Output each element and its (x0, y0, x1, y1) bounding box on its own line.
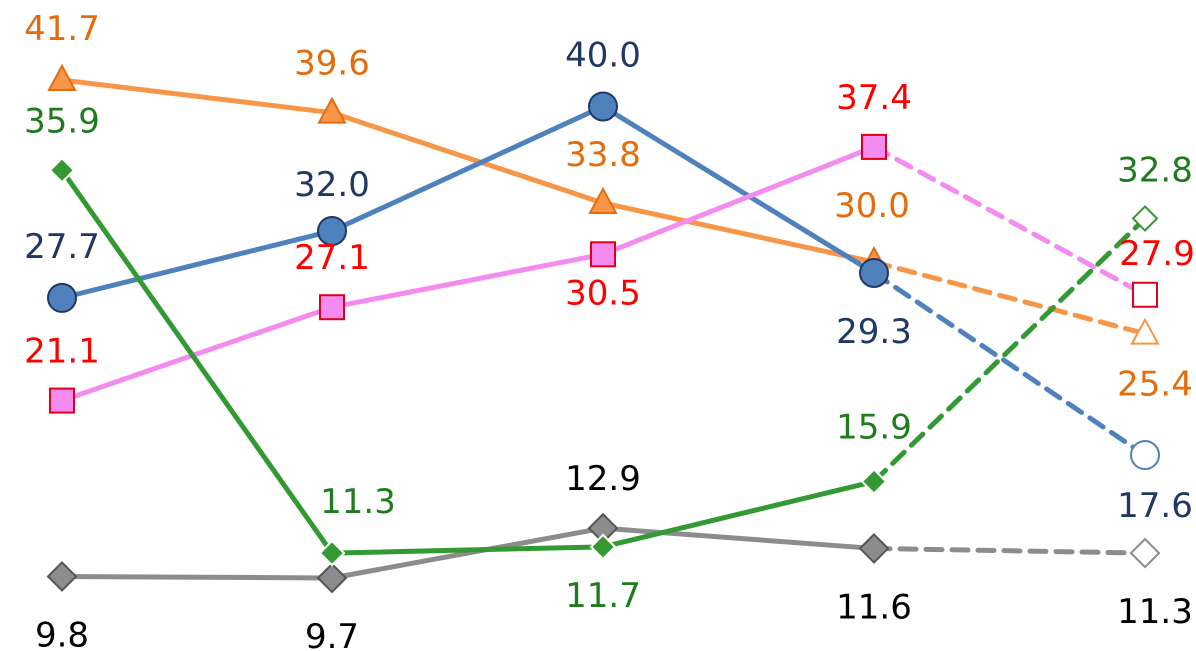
marker-blue-2 (317, 215, 347, 246)
data-label-orange-5: 25.4 (1117, 365, 1193, 405)
marker-blue-4 (859, 257, 889, 288)
line-orange-solid (59, 77, 877, 265)
data-label-green-1: 35.9 (24, 101, 100, 141)
marker-gray-4 (858, 533, 890, 564)
marker-green-5 (1131, 205, 1159, 232)
marker-pink-1 (49, 387, 75, 414)
marker-green-2 (318, 539, 346, 567)
data-label-orange-3: 33.8 (565, 135, 641, 175)
marker-pink-2 (319, 294, 345, 321)
marker-gray-2 (316, 562, 348, 594)
marker-orange-5 (1130, 317, 1160, 345)
marker-blue-1 (47, 282, 77, 313)
data-label-green-4: 15.9 (836, 408, 912, 448)
data-labels: 41.7 39.6 33.8 30.0 25.4 27.7 32.0 40.0 29.3 17.6… (24, 9, 1195, 651)
series-lines (59, 77, 1148, 581)
data-label-gray-5: 11.3 (1117, 592, 1193, 632)
data-label-pink-2: 27.1 (294, 238, 370, 278)
line-pink-solid (59, 144, 877, 404)
marker-green-1 (48, 156, 76, 184)
series-markers (46, 63, 1161, 594)
data-label-pink-4: 37.4 (836, 78, 912, 118)
data-label-gray-3: 12.9 (565, 459, 641, 499)
line-gray-solid (59, 525, 877, 581)
marker-orange-2 (317, 96, 347, 124)
data-label-green-5: 32.8 (1117, 151, 1193, 191)
data-label-blue-2: 32.0 (294, 165, 370, 205)
data-label-green-3: 11.7 (565, 576, 641, 616)
data-label-gray-1: 9.8 (35, 615, 89, 651)
line-green-projection (871, 216, 1148, 485)
data-label-green-2: 11.3 (320, 482, 396, 522)
line-gray-projection (871, 545, 1148, 556)
marker-orange-3 (588, 186, 618, 214)
marker-blue-3 (588, 91, 618, 122)
marker-green-3 (589, 533, 617, 561)
marker-pink-3 (590, 241, 616, 268)
line-green-solid (59, 167, 877, 556)
line-blue-projection (871, 270, 1148, 458)
data-label-gray-4: 11.6 (836, 587, 912, 627)
marker-gray-5 (1129, 537, 1161, 569)
marker-blue-5 (1130, 440, 1160, 471)
data-label-pink-3: 30.5 (565, 273, 641, 313)
marker-pink-4 (861, 133, 887, 160)
data-label-gray-2: 9.7 (305, 617, 359, 651)
marker-pink-5 (1132, 281, 1158, 308)
marker-green-4 (860, 468, 888, 495)
data-label-orange-1: 41.7 (24, 9, 100, 49)
data-label-pink-1: 21.1 (24, 332, 100, 372)
data-label-pink-5: 27.9 (1119, 234, 1195, 274)
marker-gray-1 (46, 561, 78, 592)
marker-orange-1 (47, 63, 77, 91)
data-label-blue-4: 29.3 (836, 312, 912, 352)
data-label-blue-5: 17.6 (1117, 486, 1193, 526)
data-label-blue-3: 40.0 (565, 35, 641, 75)
line-orange-projection (871, 259, 1148, 337)
data-label-blue-1: 27.7 (24, 227, 100, 267)
data-label-orange-4: 30.0 (834, 186, 910, 226)
line-blue-solid (59, 103, 877, 301)
data-label-orange-2: 39.6 (294, 44, 370, 84)
line-pink-projection (871, 144, 1148, 298)
